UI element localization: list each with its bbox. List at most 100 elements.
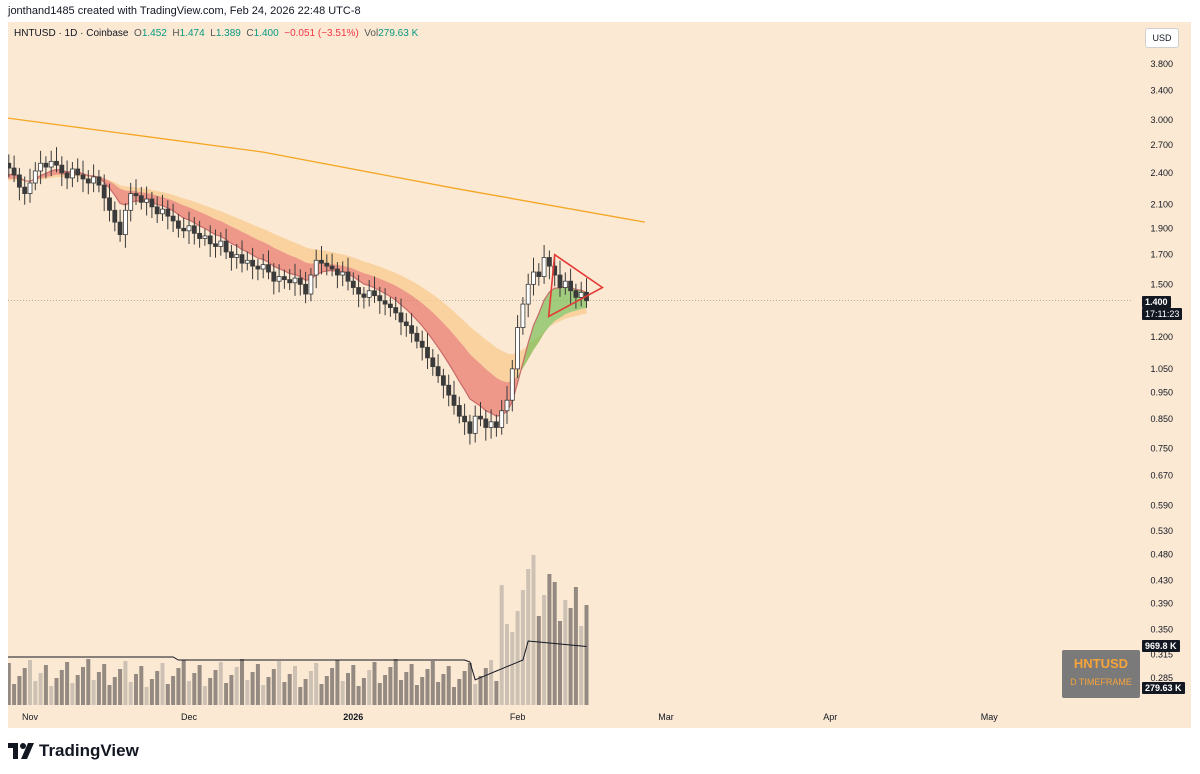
- candle-body: [531, 271, 536, 285]
- volume-bar: [102, 664, 107, 705]
- candle-body: [425, 346, 430, 359]
- candle: [138, 186, 144, 210]
- candle: [350, 272, 356, 295]
- candle: [202, 228, 208, 246]
- volume-bar: [160, 663, 165, 705]
- candle: [403, 313, 409, 337]
- volume-bar: [149, 679, 154, 705]
- volume-bar: [414, 685, 419, 705]
- candle: [250, 247, 256, 280]
- candle: [319, 246, 324, 275]
- candle-body: [578, 291, 584, 298]
- volume-ma-tag: 969.8 K: [1142, 640, 1180, 652]
- volume-bar: [473, 684, 478, 705]
- candle-body: [350, 280, 356, 288]
- candle-body: [144, 198, 150, 203]
- candle: [75, 158, 81, 183]
- volume-bar: [176, 668, 181, 705]
- candle-body: [244, 259, 250, 264]
- candle-body: [271, 271, 277, 282]
- candle: [255, 259, 261, 281]
- candle-body: [170, 215, 176, 222]
- candle-body: [462, 415, 468, 423]
- symbol-label: HNTUSD · 1D · Coinbase: [14, 28, 129, 39]
- time-tick-label: Nov: [22, 712, 39, 722]
- candle: [287, 268, 293, 290]
- volume-bars: [8, 555, 589, 705]
- candle: [387, 297, 393, 317]
- volume-bar: [139, 666, 144, 705]
- volume-bar: [520, 590, 525, 705]
- volume-bar: [452, 687, 456, 705]
- candle: [16, 167, 22, 201]
- countdown-tag: 17:11:23: [1142, 308, 1183, 320]
- candle: [573, 283, 579, 309]
- candle: [96, 169, 102, 193]
- volume-bar: [165, 684, 170, 705]
- volume-ma-line: [8, 640, 587, 681]
- volume-bar: [558, 621, 562, 705]
- price-tick-label: 1.050: [1150, 364, 1173, 374]
- candle-body: [467, 421, 473, 434]
- price-tick-label: 0.530: [1150, 526, 1173, 536]
- candle-body: [154, 206, 160, 215]
- candle-body: [297, 277, 303, 285]
- volume-bar: [293, 666, 297, 705]
- candle-body: [32, 170, 38, 184]
- candle: [154, 196, 160, 223]
- candle: [557, 260, 563, 297]
- volume-bar: [399, 680, 403, 705]
- volume-bar: [91, 680, 96, 705]
- volume-bar: [568, 608, 573, 705]
- candle: [334, 262, 340, 289]
- price-chart[interactable]: 3.800 3.400 3.000 2.700 2.400 2.100 1.900 1.700…: [8, 22, 1191, 728]
- candle: [398, 298, 404, 336]
- candle-body: [85, 178, 91, 184]
- candle: [234, 244, 240, 269]
- price-tick-label: 2.100: [1150, 200, 1173, 210]
- candle-body: [255, 265, 261, 270]
- candle: [435, 354, 441, 383]
- candle-body: [541, 257, 547, 277]
- currency-button[interactable]: USD: [1145, 28, 1179, 48]
- candle: [515, 315, 521, 379]
- candle-body: [80, 174, 86, 180]
- symmetrical-triangle: [547, 253, 604, 318]
- candle-body: [393, 307, 399, 314]
- tradingview-brand[interactable]: TradingView: [8, 741, 139, 761]
- volume-bar: [38, 673, 43, 705]
- candle-body: [59, 164, 65, 174]
- candle-body: [11, 167, 17, 176]
- volume-bar: [361, 678, 366, 705]
- candle-body: [557, 274, 563, 288]
- low-value: 1.389: [215, 28, 241, 39]
- high-value: 1.474: [179, 28, 205, 39]
- candle-body: [319, 259, 324, 264]
- volume-bar: [287, 674, 292, 705]
- volume-bar: [224, 683, 229, 705]
- volume-bar: [49, 686, 54, 705]
- candle: [324, 254, 330, 276]
- candle-body: [345, 271, 351, 282]
- candle-body: [48, 160, 54, 168]
- candle: [382, 288, 388, 316]
- candle: [218, 232, 224, 256]
- candle: [133, 179, 139, 205]
- price-tick-label: 3.800: [1150, 59, 1173, 69]
- chart-frame[interactable]: 3.800 3.400 3.000 2.700 2.400 2.100 1.900 1.700…: [8, 22, 1191, 728]
- candle: [123, 203, 128, 248]
- candle: [562, 272, 568, 295]
- last-price-tag: 1.400: [1142, 296, 1171, 308]
- candle: [504, 385, 510, 424]
- volume-bar: [75, 675, 80, 705]
- candle-body: [525, 283, 531, 305]
- candle-body: [123, 209, 128, 236]
- candle: [340, 261, 346, 287]
- price-tick-label: 0.315: [1150, 649, 1173, 659]
- volume-bar: [277, 661, 282, 705]
- candle: [128, 182, 134, 222]
- candle-body: [504, 399, 510, 412]
- candle-body: [361, 293, 367, 298]
- candle: [483, 410, 489, 441]
- candle: [175, 213, 181, 238]
